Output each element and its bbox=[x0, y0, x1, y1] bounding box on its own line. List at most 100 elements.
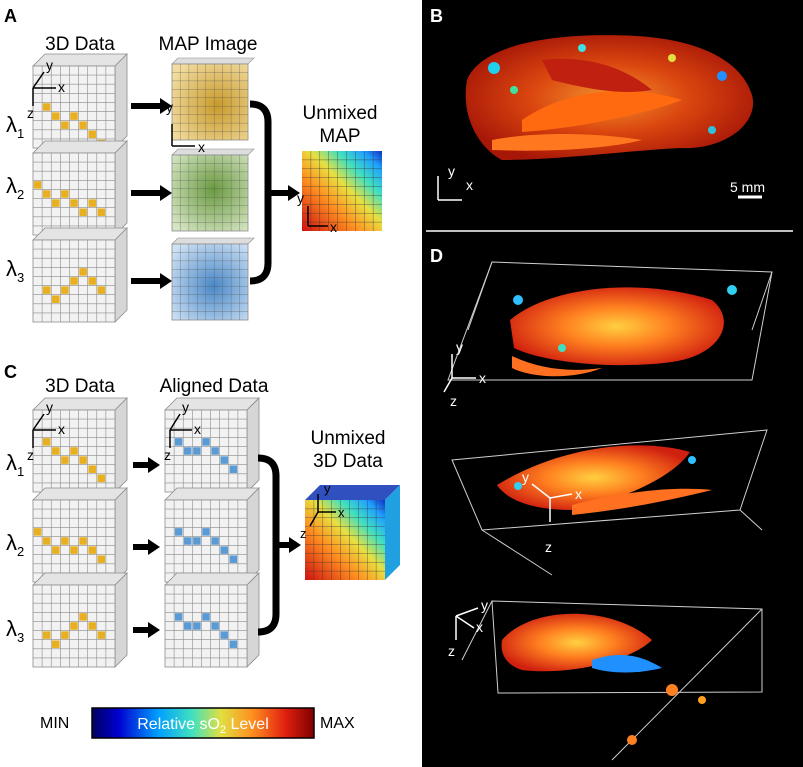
cube-top-face bbox=[164, 487, 260, 501]
voxel-dot bbox=[211, 622, 219, 630]
a-unmixed-title-line2: MAP bbox=[319, 126, 360, 147]
voxel-dot bbox=[61, 190, 69, 198]
unmixed-map-grid bbox=[302, 151, 382, 231]
voxel-dot bbox=[88, 465, 96, 473]
voxel-dot bbox=[61, 286, 69, 294]
colorbar bbox=[91, 707, 315, 739]
colorbar-min-label: MIN bbox=[40, 715, 69, 732]
d-mid-axis-y: y bbox=[522, 469, 529, 485]
c-unmixed-title-line1: Unmixed bbox=[311, 428, 386, 449]
panel-d-middle-axes bbox=[531, 483, 573, 522]
colorbar-label: Relative sO2 Level bbox=[137, 716, 269, 736]
c-axis-y: y bbox=[46, 399, 53, 415]
voxel-dot bbox=[88, 277, 96, 285]
panel-b-letter: B bbox=[430, 6, 443, 26]
cube-top-face bbox=[164, 572, 260, 586]
lambda-symbol: λ bbox=[6, 173, 17, 198]
c-unmixed-axis-y: y bbox=[324, 481, 331, 496]
lambda-symbol: λ bbox=[6, 112, 17, 137]
voxel-dot bbox=[211, 537, 219, 545]
lambda-sub: 1 bbox=[17, 126, 24, 141]
render-panel: B D y x 5 mm bbox=[422, 0, 803, 767]
voxel-dot bbox=[202, 528, 210, 536]
cube-side-face bbox=[114, 572, 128, 668]
c-unmixed-title-line2: 3D Data bbox=[313, 451, 383, 472]
c-axis-x: x bbox=[58, 421, 65, 437]
voxel-dot bbox=[42, 190, 51, 198]
a-unmixed-axis-y: y bbox=[297, 190, 304, 206]
schematic-panel: A C 3D Data MAP Image Unmixed MAP 3D Dat… bbox=[4, 6, 400, 739]
lambda-symbol: λ bbox=[6, 256, 17, 281]
panel-b-map-render bbox=[465, 35, 754, 160]
tile-face bbox=[171, 243, 249, 321]
voxel-dot bbox=[33, 528, 42, 536]
panel-a-map-tiles bbox=[171, 57, 255, 321]
cube-side-face bbox=[246, 572, 260, 668]
unmixed-cube-grid bbox=[305, 500, 385, 580]
tile-top-edge bbox=[171, 148, 255, 156]
a-axis-y: y bbox=[46, 57, 53, 73]
map-tile bbox=[171, 237, 255, 321]
cube-top-face bbox=[32, 487, 128, 501]
voxel-dot bbox=[42, 631, 51, 639]
lambda-sub: 2 bbox=[17, 187, 24, 202]
panel-b-axes bbox=[437, 176, 462, 201]
panel-d-render-middle bbox=[451, 429, 768, 576]
voxel-cube bbox=[32, 140, 128, 236]
colorbar-label-sub: 2 bbox=[220, 724, 226, 736]
d-top-axis-y: y bbox=[456, 339, 463, 355]
scale-bar-label: 5 mm bbox=[730, 179, 765, 195]
voxel-dot bbox=[79, 537, 87, 545]
voxel-dot bbox=[79, 208, 87, 216]
voxel-dot bbox=[79, 268, 87, 276]
lambda-symbol: λ bbox=[6, 450, 17, 475]
a-lambda-1: λ1 bbox=[6, 112, 24, 141]
voxel-cube bbox=[32, 397, 128, 493]
voxel-dot bbox=[42, 103, 51, 111]
render-svg: B D y x 5 mm bbox=[426, 6, 793, 761]
voxel-dot bbox=[70, 622, 78, 630]
a-lambda-3: λ3 bbox=[6, 256, 24, 285]
cube-front-face bbox=[164, 584, 248, 668]
voxel-dot bbox=[70, 199, 78, 207]
c-axes-3d bbox=[32, 413, 56, 448]
panel-d-render-top bbox=[447, 261, 773, 381]
a-unmixed-axes bbox=[307, 206, 328, 227]
panel-d-render-bottom bbox=[461, 600, 763, 761]
voxel-dot bbox=[97, 208, 106, 216]
voxel-dot bbox=[202, 438, 210, 446]
voxel-dot bbox=[88, 130, 96, 139]
c-aligned-data-title: Aligned Data bbox=[160, 376, 269, 397]
panel-a-cubes bbox=[32, 53, 128, 323]
cube-side-face bbox=[114, 53, 128, 149]
voxel-dot bbox=[184, 447, 192, 455]
voxel-dot bbox=[79, 121, 87, 129]
a-axis-x: x bbox=[58, 79, 65, 95]
voxel-dot bbox=[229, 640, 238, 648]
voxel-dot bbox=[202, 613, 210, 621]
voxel-dot bbox=[184, 622, 192, 630]
voxel-cube bbox=[32, 487, 128, 583]
cube-top-face bbox=[32, 572, 128, 586]
cube-top-face bbox=[164, 397, 260, 411]
panel-d-top-axes bbox=[443, 354, 476, 393]
schematic-svg: A C 3D Data MAP Image Unmixed MAP 3D Dat… bbox=[4, 6, 400, 739]
map-tile bbox=[171, 148, 255, 232]
a-unmixed-title-line1: Unmixed bbox=[303, 103, 378, 124]
map-tile bbox=[171, 57, 255, 141]
voxel-dot bbox=[70, 277, 78, 285]
panel-d-letter: D bbox=[430, 246, 443, 266]
voxel-dot bbox=[61, 456, 69, 464]
voxel-dot bbox=[220, 456, 228, 464]
voxel-dot bbox=[229, 555, 238, 563]
voxel-dot bbox=[52, 295, 60, 303]
panel-c-letter: C bbox=[4, 362, 17, 382]
tile-face bbox=[171, 63, 249, 141]
voxel-dot bbox=[61, 121, 69, 129]
cube-side-face bbox=[114, 140, 128, 236]
a-axes-3d bbox=[32, 71, 56, 106]
a-unmixed-axis-x: x bbox=[330, 219, 337, 235]
panel-b-axis-y: y bbox=[448, 163, 455, 179]
voxel-dot bbox=[70, 447, 78, 455]
